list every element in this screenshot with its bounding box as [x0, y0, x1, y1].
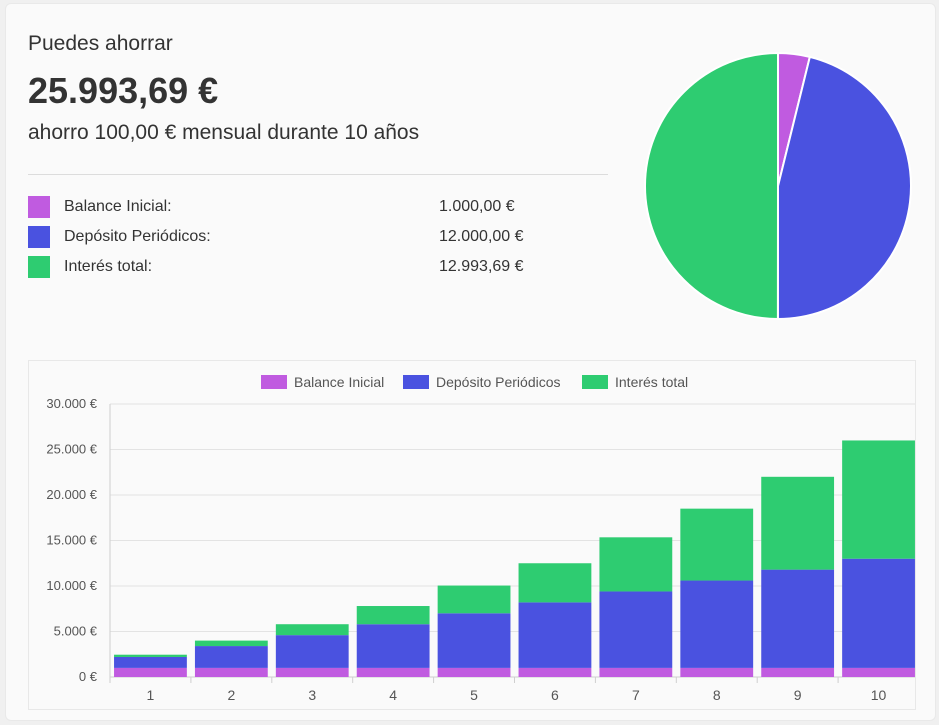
x-tick-label: 4	[389, 687, 397, 703]
y-tick-label: 10.000 €	[46, 578, 97, 593]
interest-swatch	[28, 256, 50, 278]
deposits-label: Depósito Periódicos:	[64, 228, 211, 245]
pie-slice-deposits	[776, 55, 912, 321]
deposits-value: 12.000,00 €	[439, 228, 524, 245]
bar-segment-interest	[437, 585, 511, 614]
initial-label: Balance Inicial:	[64, 198, 172, 215]
divider	[28, 174, 608, 175]
bar-segment-initial	[194, 667, 268, 677]
bar-segment-deposits	[518, 602, 592, 668]
bar-segment-initial	[114, 667, 187, 677]
bar-segment-interest	[194, 640, 268, 647]
bar-segment-deposits	[275, 635, 349, 668]
x-tick-label: 7	[632, 687, 640, 703]
summary-row-interest: Interés total: 12.993,69 €	[28, 254, 548, 284]
pie-slice-interest	[643, 51, 779, 321]
bar-segment-deposits	[356, 624, 430, 668]
y-tick-label: 20.000 €	[46, 487, 97, 502]
legend-interest: Interés total	[582, 374, 688, 390]
summary-row-initial: Balance Inicial: 1.000,00 €	[28, 194, 548, 224]
headline: Puedes ahorrar	[28, 32, 173, 55]
x-tick-label: 10	[871, 687, 887, 703]
savings-card: Puedes ahorrar 25.993,69 € ahorro 100,00…	[5, 3, 936, 721]
bar-segment-interest	[680, 508, 754, 581]
bar-segment-deposits	[194, 646, 268, 668]
bar-segment-initial	[518, 667, 592, 677]
summary-list: Balance Inicial: 1.000,00 € Depósito Per…	[28, 194, 548, 284]
y-tick-label: 30.000 €	[46, 396, 97, 411]
summary-row-deposits: Depósito Periódicos: 12.000,00 €	[28, 224, 548, 254]
initial-value: 1.000,00 €	[439, 198, 515, 215]
legend-deposits-label: Depósito Periódicos	[436, 374, 561, 390]
bar-segment-interest	[518, 563, 592, 603]
legend-interest-swatch	[582, 375, 608, 389]
bar-segment-interest	[356, 606, 430, 625]
bar-segment-interest	[761, 476, 835, 570]
x-tick-label: 3	[308, 687, 316, 703]
legend-deposits-swatch	[403, 375, 429, 389]
bar-chart: Balance Inicial Depósito Periódicos Interé…	[46, 374, 915, 703]
bar-segment-deposits	[842, 558, 915, 668]
total-amount: 25.993,69 €	[28, 70, 219, 111]
x-tick-label: 6	[551, 687, 559, 703]
bar-segment-initial	[356, 667, 430, 677]
bar-segment-interest	[114, 654, 187, 657]
y-tick-label: 25.000 €	[46, 442, 97, 457]
x-tick-label: 2	[227, 687, 235, 703]
bar-segment-deposits	[437, 613, 511, 668]
x-tick-label: 5	[470, 687, 478, 703]
x-tick-label: 1	[147, 687, 155, 703]
bar-segment-interest	[842, 440, 915, 559]
bar-segment-deposits	[114, 656, 187, 668]
bar-chart-container: Balance Inicial Depósito Periódicos Interé…	[28, 360, 916, 710]
bar-segment-initial	[275, 667, 349, 677]
legend-initial-label: Balance Inicial	[294, 374, 384, 390]
bar-segment-initial	[680, 667, 754, 677]
bar-segment-initial	[599, 667, 673, 677]
legend-interest-label: Interés total	[615, 374, 688, 390]
bar-segment-initial	[437, 667, 511, 677]
legend-initial: Balance Inicial	[261, 374, 384, 390]
initial-swatch	[28, 196, 50, 218]
y-tick-label: 5.000 €	[54, 624, 98, 639]
interest-label: Interés total:	[64, 258, 153, 275]
bar-segment-initial	[761, 667, 835, 677]
savings-description: ahorro 100,00 € mensual durante 10 años	[28, 121, 420, 144]
legend-initial-swatch	[261, 375, 287, 389]
deposits-swatch	[28, 226, 50, 248]
bar-segment-deposits	[761, 569, 835, 668]
x-tick-label: 9	[794, 687, 802, 703]
bar-segment-deposits	[680, 580, 754, 668]
bar-segment-interest	[275, 624, 349, 636]
interest-value: 12.993,69 €	[439, 258, 524, 275]
bar-segment-deposits	[599, 591, 673, 668]
y-tick-label: 0 €	[79, 669, 98, 684]
bar-segment-initial	[842, 667, 915, 677]
pie-chart	[643, 51, 912, 321]
legend-deposits: Depósito Periódicos	[403, 374, 561, 390]
bar-segment-interest	[599, 537, 673, 592]
x-tick-label: 8	[713, 687, 721, 703]
y-tick-label: 15.000 €	[46, 533, 97, 548]
